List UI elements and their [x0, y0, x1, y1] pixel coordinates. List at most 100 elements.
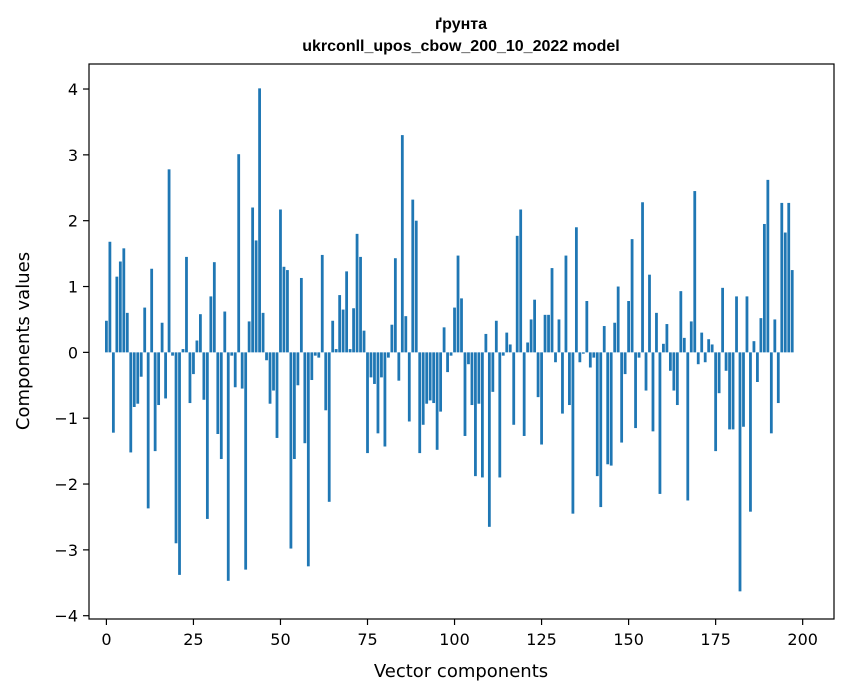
- bar: [373, 352, 376, 384]
- y-tick-label: −2: [54, 475, 78, 494]
- bar: [724, 352, 728, 371]
- x-axis-label: Vector components: [374, 661, 548, 682]
- bar: [331, 320, 335, 353]
- x-tick-label: 125: [526, 630, 557, 649]
- x-tick-label: 100: [439, 630, 470, 649]
- y-tick-label: 4: [68, 80, 78, 99]
- bar: [780, 202, 784, 353]
- bar: [143, 307, 147, 353]
- bar: [557, 319, 561, 353]
- bar: [752, 341, 756, 353]
- bar: [735, 296, 738, 353]
- bar: [707, 339, 711, 353]
- bar: [421, 352, 425, 425]
- bar: [446, 352, 449, 373]
- bar: [209, 296, 213, 353]
- bar: [355, 233, 359, 353]
- bar: [226, 352, 230, 581]
- bar: [675, 352, 679, 406]
- y-tick-label: 0: [68, 343, 78, 362]
- bar: [641, 202, 644, 353]
- bar: [686, 352, 690, 501]
- bar: [585, 301, 589, 353]
- bar: [345, 271, 349, 353]
- bar: [171, 352, 174, 356]
- bar: [578, 352, 582, 363]
- bar: [595, 352, 599, 477]
- bar: [721, 287, 724, 353]
- bar: [665, 324, 669, 353]
- bar: [700, 332, 704, 353]
- bar: [404, 316, 408, 353]
- bar: [397, 352, 401, 381]
- bar: [362, 330, 366, 353]
- bar: [655, 312, 658, 353]
- bar: [359, 256, 362, 353]
- bar: [153, 352, 157, 452]
- bar: [668, 352, 672, 371]
- bar: [108, 241, 112, 353]
- bar: [505, 332, 509, 353]
- x-tick-label: 25: [183, 630, 203, 649]
- bar: [693, 191, 697, 353]
- bar: [439, 352, 443, 412]
- bar: [390, 324, 394, 353]
- bar: [470, 352, 474, 406]
- bar: [164, 352, 167, 399]
- bar: [279, 209, 282, 353]
- bar: [717, 352, 721, 394]
- bar: [491, 352, 495, 392]
- bar: [348, 349, 352, 353]
- bar: [616, 286, 620, 353]
- y-tick-label: 1: [68, 278, 78, 297]
- bar: [272, 352, 275, 391]
- bar: [766, 179, 770, 353]
- bar: [411, 199, 415, 353]
- bar: [742, 352, 745, 427]
- bar: [129, 352, 133, 453]
- bar: [105, 320, 108, 353]
- bar: [762, 223, 766, 353]
- y-tick-label: −1: [54, 409, 78, 428]
- bar: [644, 352, 648, 391]
- bar: [296, 352, 300, 386]
- bar: [442, 327, 446, 353]
- bar: [592, 352, 596, 358]
- bar: [247, 321, 251, 353]
- bar: [637, 352, 641, 358]
- bar: [111, 352, 115, 433]
- bar: [122, 248, 126, 353]
- bar: [115, 276, 119, 353]
- y-tick-label: −4: [54, 607, 78, 626]
- bar: [769, 352, 773, 434]
- bar: [233, 352, 237, 388]
- bar: [526, 342, 530, 353]
- bar: [745, 296, 749, 353]
- bar: [380, 352, 383, 378]
- bar: [463, 352, 467, 436]
- bar: [630, 239, 634, 353]
- bar: [759, 318, 763, 353]
- bar: [714, 352, 718, 452]
- bar: [324, 352, 328, 411]
- bar: [341, 309, 345, 353]
- chart-title: ґрунта: [435, 16, 487, 33]
- bar: [487, 352, 491, 527]
- bar: [160, 322, 164, 353]
- bar: [554, 352, 557, 363]
- bar: [383, 352, 387, 447]
- bar: [334, 349, 338, 353]
- bar: [432, 352, 436, 404]
- bar: [522, 352, 526, 436]
- bar: [682, 337, 686, 353]
- bar: [599, 352, 603, 508]
- bar: [550, 268, 554, 353]
- bar: [731, 352, 735, 430]
- bar: [787, 202, 791, 353]
- y-tick-label: −3: [54, 541, 78, 560]
- bar: [449, 352, 453, 356]
- bar: [425, 352, 429, 404]
- bar: [320, 254, 324, 353]
- bar: [125, 312, 129, 353]
- bar: [188, 352, 192, 404]
